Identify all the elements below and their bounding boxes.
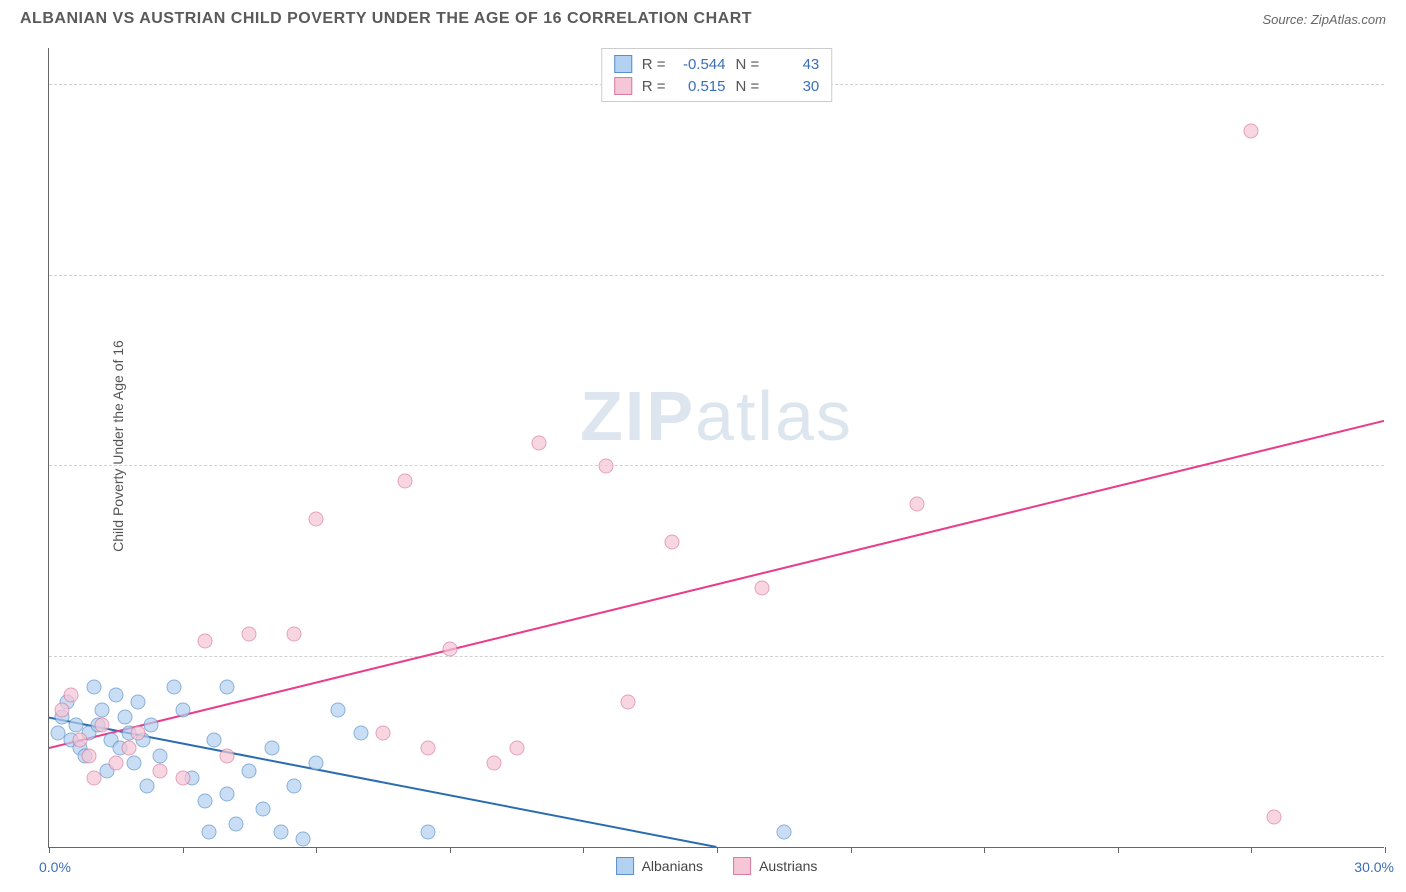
legend-item-albanians: Albanians [616, 857, 704, 875]
data-point [220, 748, 235, 763]
data-point [122, 740, 137, 755]
x-axis-min-label: 0.0% [39, 859, 71, 875]
x-tick [984, 847, 985, 853]
gridline [49, 656, 1384, 657]
data-point [202, 824, 217, 839]
data-point [220, 786, 235, 801]
data-point [73, 733, 88, 748]
data-point [82, 748, 97, 763]
data-point [286, 626, 301, 641]
x-tick [316, 847, 317, 853]
data-point [776, 824, 791, 839]
y-tick-label: 50.0% [1394, 450, 1406, 466]
x-tick [183, 847, 184, 853]
data-point [108, 756, 123, 771]
chart-source: Source: ZipAtlas.com [1262, 12, 1386, 27]
data-point [95, 718, 110, 733]
x-tick [1118, 847, 1119, 853]
data-point [442, 641, 457, 656]
data-point [117, 710, 132, 725]
data-point [295, 832, 310, 847]
chart-plot-area: ZIPatlas 25.0%50.0%75.0%100.0% 0.0% 30.0… [48, 48, 1384, 848]
data-point [255, 801, 270, 816]
gridline [49, 275, 1384, 276]
x-tick [1385, 847, 1386, 853]
stats-row-albanians: R = -0.544 N = 43 [614, 53, 820, 75]
data-point [264, 740, 279, 755]
data-point [175, 771, 190, 786]
chart-title: ALBANIAN VS AUSTRIAN CHILD POVERTY UNDER… [20, 10, 752, 28]
swatch-albanians-bottom [616, 857, 634, 875]
stats-row-austrians: R = 0.515 N = 30 [614, 75, 820, 97]
data-point [273, 824, 288, 839]
data-point [86, 771, 101, 786]
data-point [126, 756, 141, 771]
data-point [531, 436, 546, 451]
data-point [131, 725, 146, 740]
watermark: ZIPatlas [580, 376, 853, 456]
data-point [420, 740, 435, 755]
trend-lines [49, 48, 1384, 847]
data-point [910, 497, 925, 512]
data-point [309, 756, 324, 771]
y-tick-label: 100.0% [1394, 69, 1406, 85]
data-point [197, 634, 212, 649]
bottom-legend: Albanians Austrians [616, 857, 818, 875]
data-point [220, 680, 235, 695]
data-point [1266, 809, 1281, 824]
data-point [665, 535, 680, 550]
x-tick [1251, 847, 1252, 853]
data-point [131, 695, 146, 710]
data-point [206, 733, 221, 748]
data-point [242, 626, 257, 641]
data-point [166, 680, 181, 695]
data-point [1244, 123, 1259, 138]
data-point [64, 687, 79, 702]
x-tick [717, 847, 718, 853]
data-point [353, 725, 368, 740]
data-point [598, 459, 613, 474]
data-point [487, 756, 502, 771]
data-point [376, 725, 391, 740]
data-point [55, 702, 70, 717]
legend-item-austrians: Austrians [733, 857, 817, 875]
data-point [153, 748, 168, 763]
x-axis-max-label: 30.0% [1354, 859, 1394, 875]
gridline [49, 465, 1384, 466]
data-point [509, 740, 524, 755]
data-point [175, 702, 190, 717]
x-tick [49, 847, 50, 853]
data-point [331, 702, 346, 717]
swatch-austrians-bottom [733, 857, 751, 875]
y-tick-label: 75.0% [1394, 260, 1406, 276]
x-tick [450, 847, 451, 853]
data-point [153, 763, 168, 778]
data-point [242, 763, 257, 778]
data-point [620, 695, 635, 710]
data-point [95, 702, 110, 717]
x-tick [851, 847, 852, 853]
data-point [398, 474, 413, 489]
data-point [108, 687, 123, 702]
swatch-albanians [614, 55, 632, 73]
data-point [229, 817, 244, 832]
data-point [139, 779, 154, 794]
data-point [86, 680, 101, 695]
data-point [286, 779, 301, 794]
data-point [197, 794, 212, 809]
data-point [754, 580, 769, 595]
y-tick-label: 25.0% [1394, 641, 1406, 657]
data-point [309, 512, 324, 527]
swatch-austrians [614, 77, 632, 95]
data-point [420, 824, 435, 839]
data-point [144, 718, 159, 733]
x-tick [583, 847, 584, 853]
stats-legend-box: R = -0.544 N = 43 R = 0.515 N = 30 [601, 48, 833, 102]
